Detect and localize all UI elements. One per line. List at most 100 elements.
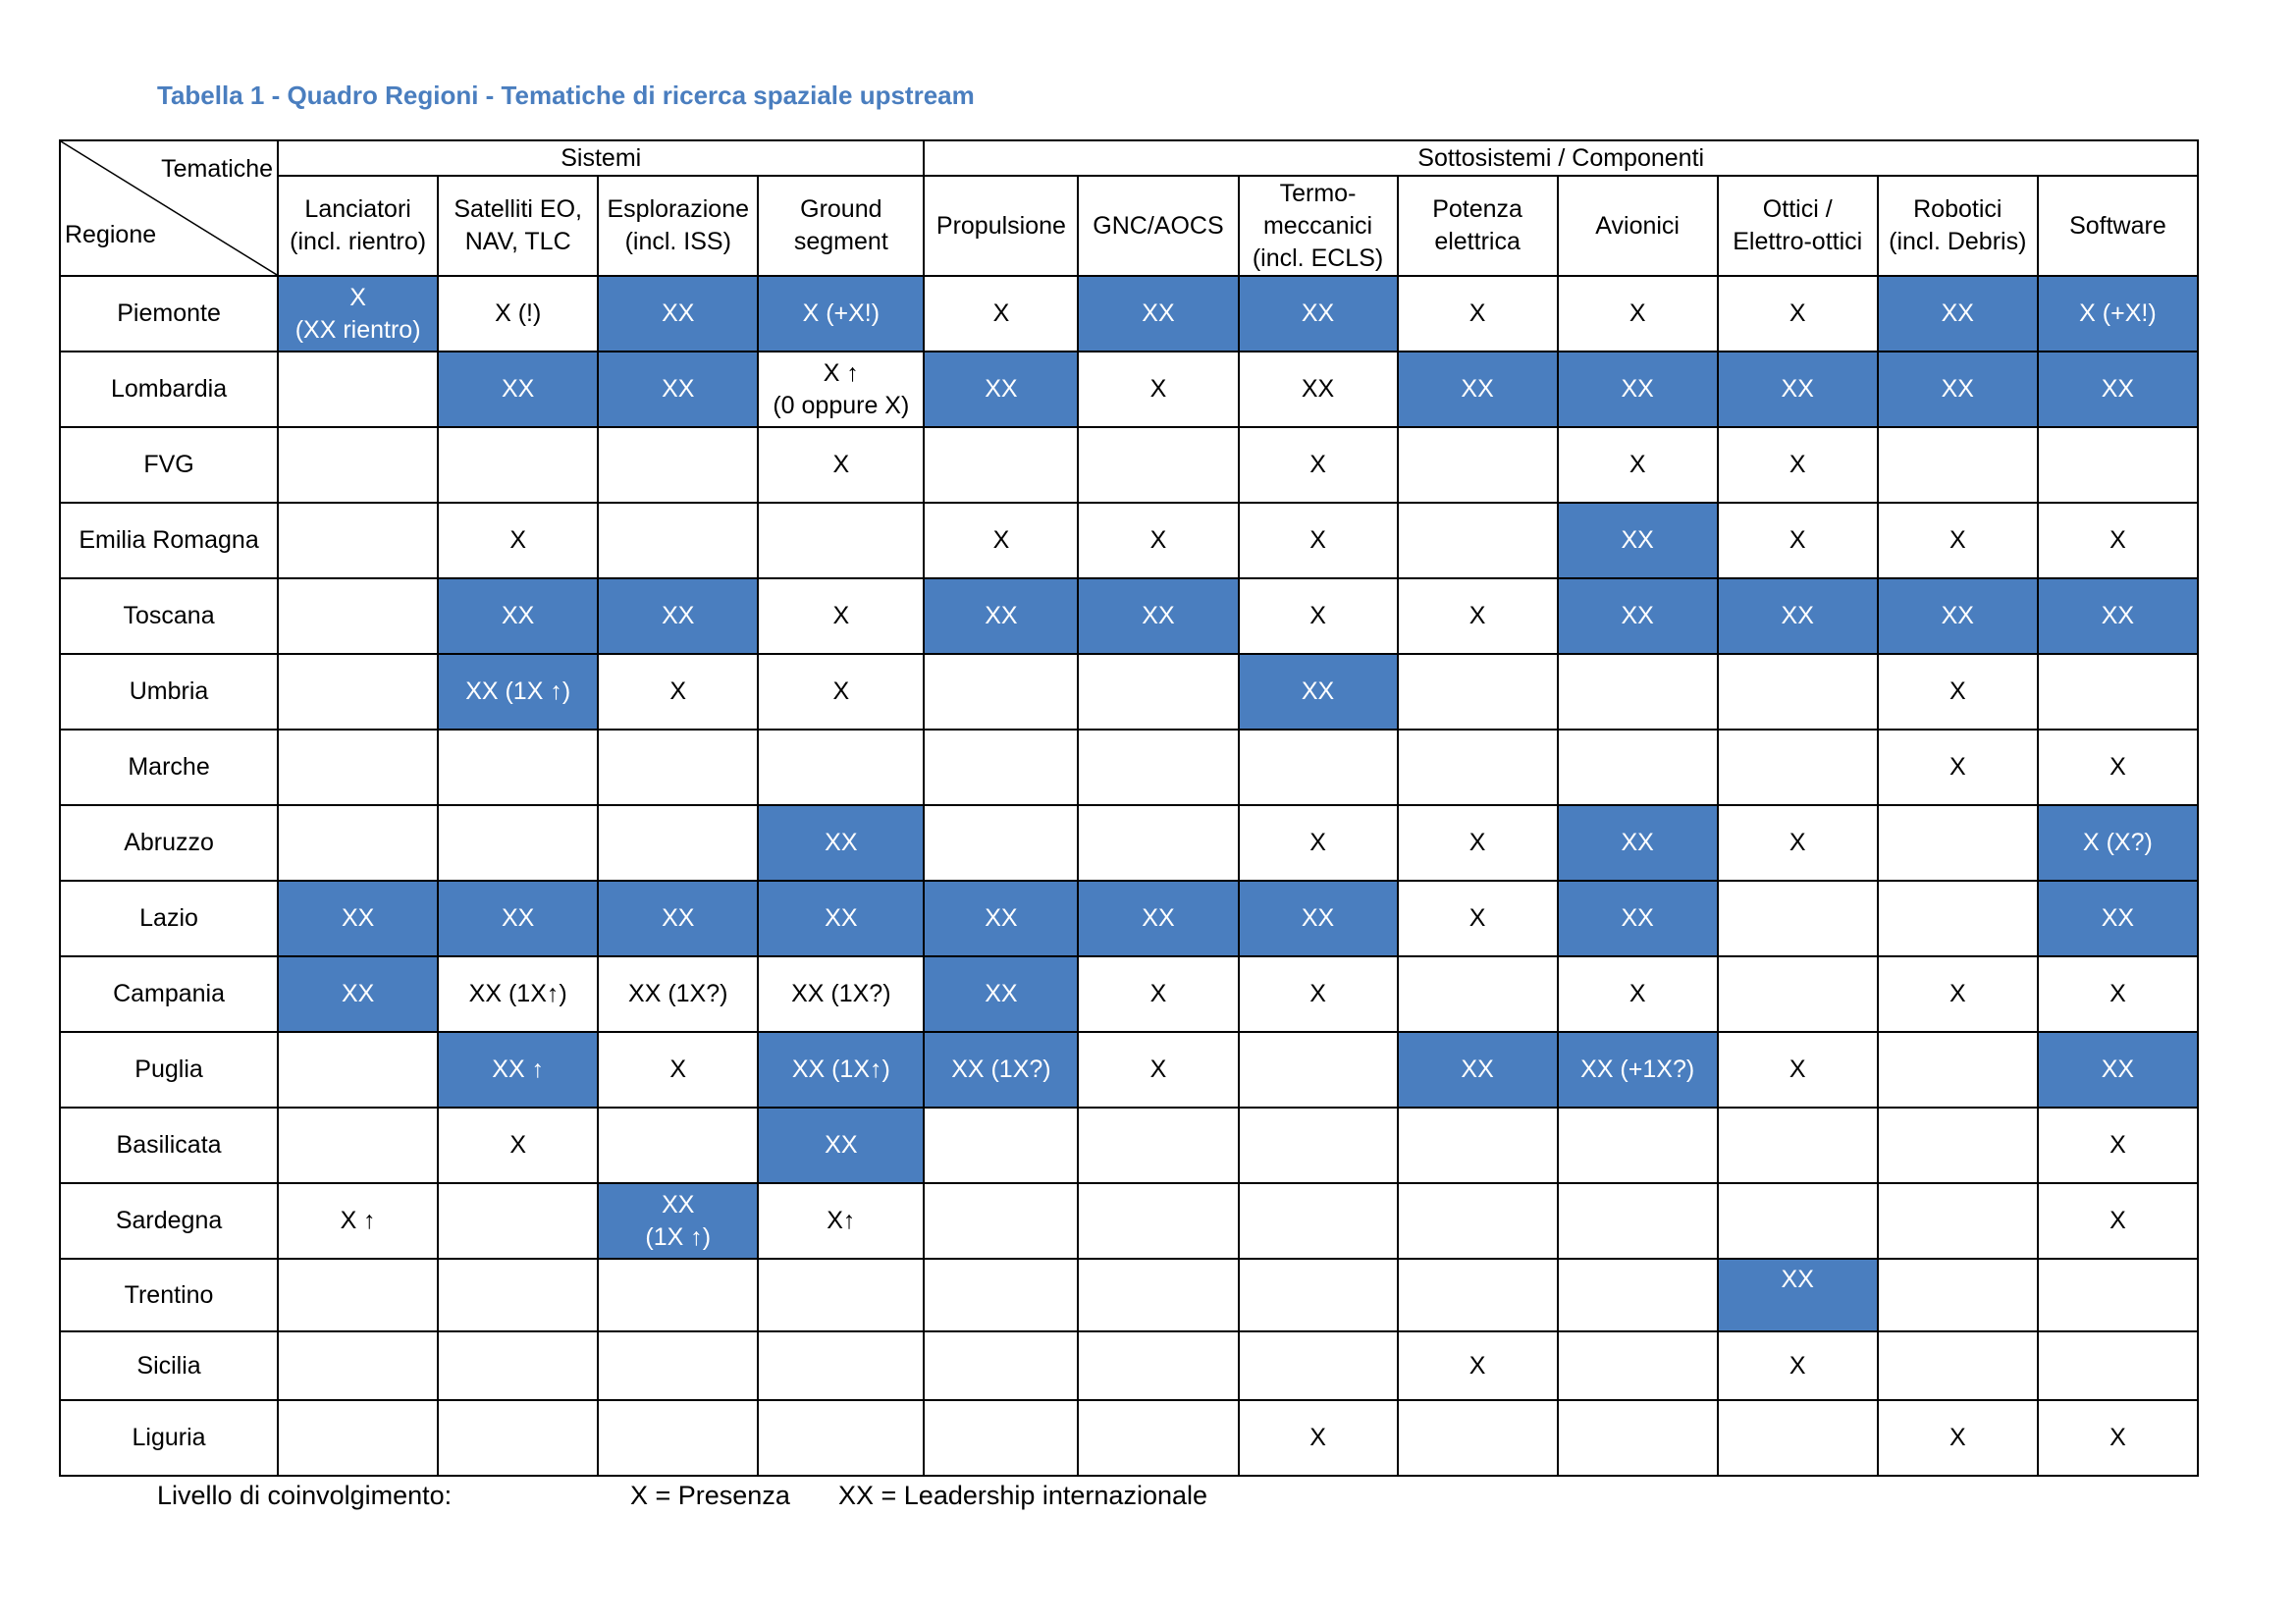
table-cell-highlighted: XX (597, 880, 760, 957)
table-cell: XX (1237, 351, 1399, 428)
table-cell: X (1556, 955, 1719, 1033)
table-cell: XX (1X?) (597, 955, 760, 1033)
table-cell: X (1876, 729, 2039, 806)
table-cell: X (2036, 729, 2200, 806)
table-cell (923, 1182, 1080, 1260)
table-cell-highlighted: XX (1237, 653, 1399, 731)
table-row: Umbria XX (1X ↑) X X XX X (58, 653, 2200, 731)
table-cell (1396, 1258, 1559, 1332)
table-cell-highlighted: XX (597, 577, 760, 655)
table-cell: X (1716, 1330, 1879, 1401)
column-header: Robotici (incl. Debris) (1876, 175, 2039, 277)
corner-label-tematiche: Tematiche (161, 155, 274, 183)
diagonal-line (61, 141, 277, 275)
table-cell (1396, 653, 1559, 731)
table-cell-highlighted: XX (1X?) (923, 1031, 1080, 1109)
table-cell (437, 804, 600, 882)
table-cell (277, 1399, 440, 1477)
table-cell (1237, 1182, 1399, 1260)
table-cell: X (1556, 426, 1719, 504)
table-cell-highlighted: XX (1716, 351, 1879, 428)
table-cell (437, 426, 600, 504)
table-row: FVG X X X X (58, 426, 2200, 504)
region-name: Sicilia (58, 1330, 280, 1401)
table-cell: X (923, 502, 1080, 579)
table-cell: X (1237, 1399, 1399, 1477)
table-cell (1237, 1031, 1399, 1109)
table-cell (1556, 729, 1719, 806)
table-row: Campania XX XX (1X↑) XX (1X?) XX (1X?) XX X X X X… (58, 955, 2200, 1033)
table-cell-highlighted: XX (1556, 502, 1719, 579)
group-header-row: Tematiche Regione Sistemi Sottosistemi /… (58, 139, 2199, 277)
table-cell (1556, 1399, 1719, 1477)
table-cell (1876, 804, 2039, 882)
table-row: Lombardia XX XX X ↑ (0 oppure X) XX X XX XX XX XX… (58, 351, 2200, 428)
table-cell (757, 1399, 926, 1477)
region-name: Marche (58, 729, 280, 806)
column-header: Propulsione (923, 175, 1080, 277)
table-cell-highlighted: XX (1077, 577, 1240, 655)
table-cell: X (1716, 1031, 1879, 1109)
table-cell-highlighted: XX (437, 351, 600, 428)
table-cell (277, 804, 440, 882)
table-cell (437, 1258, 600, 1332)
table-row: Liguria X X X (58, 1399, 2200, 1477)
table-cell-highlighted: X (+X!) (2036, 275, 2200, 352)
table-cell-highlighted: XX (2036, 577, 2200, 655)
column-header: Ottici / Elettro-ottici (1716, 175, 1879, 277)
table-cell: X (757, 426, 926, 504)
region-name: Campania (58, 955, 280, 1033)
table-cell-highlighted: XX (2036, 351, 2200, 428)
table-cell-highlighted: XX (1716, 577, 1879, 655)
table-cell-highlighted: XX (437, 577, 600, 655)
table-cell: X (757, 577, 926, 655)
table-cell (1876, 1182, 2039, 1260)
table-cell: X (597, 1031, 760, 1109)
table-cell-highlighted: XX (+1X?) (1556, 1031, 1719, 1109)
table-cell: X ↑ (277, 1182, 440, 1260)
table-cell: X (1237, 426, 1399, 504)
table-cell (1396, 1399, 1559, 1477)
table-cell (597, 1330, 760, 1401)
table-cell (923, 804, 1080, 882)
table-cell (1716, 1107, 1879, 1184)
table-cell-highlighted: XX (1237, 880, 1399, 957)
table-cell: X (1876, 1399, 2039, 1477)
column-header: Software (2036, 175, 2200, 277)
table-cell (1556, 1258, 1719, 1332)
table-cell: X (1716, 426, 1879, 504)
table-cell-highlighted: XX (277, 955, 440, 1033)
table-cell (437, 1399, 600, 1477)
table-row: Emilia Romagna X X X X XX X X X (58, 502, 2200, 579)
table-cell (1077, 426, 1240, 504)
table-cell (437, 1330, 600, 1401)
table-cell (1396, 502, 1559, 579)
table-row: Puglia XX ↑ X XX (1X↑) XX (1X?) X XX XX (+1X?) X… (58, 1031, 2200, 1109)
table-cell (1876, 880, 2039, 957)
table-cell: X (1077, 351, 1240, 428)
column-header: GNC/AOCS (1077, 175, 1240, 277)
legend-label: Livello di coinvolgimento: (157, 1481, 453, 1510)
table-cell (1077, 1399, 1240, 1477)
table-cell (1876, 426, 2039, 504)
table-cell: X (1876, 955, 2039, 1033)
table-cell-highlighted: XX (1077, 275, 1240, 352)
table-cell: X (1237, 804, 1399, 882)
table-cell (1237, 1258, 1399, 1332)
table-row: Marche X X (58, 729, 2200, 806)
region-name: Sardegna (58, 1182, 280, 1260)
table-cell (1716, 955, 1879, 1033)
region-name: Puglia (58, 1031, 280, 1109)
table-cell (2036, 653, 2200, 731)
table-cell (277, 502, 440, 579)
table-cell-highlighted: XX (1396, 351, 1559, 428)
table-cell: X (1716, 502, 1879, 579)
table-cell: X↑ (757, 1182, 926, 1260)
table-cell-highlighted: XX (597, 351, 760, 428)
table-cell (1716, 729, 1879, 806)
table-cell: X ↑ (0 oppure X) (757, 351, 926, 428)
regions-table: Tematiche Regione Sistemi Sottosistemi /… (58, 139, 2200, 1477)
table-cell-highlighted: XX (923, 351, 1080, 428)
table-cell-highlighted: XX (1396, 1031, 1559, 1109)
table-row: Toscana XX XX X XX XX X X XX XX XX XX (58, 577, 2200, 655)
